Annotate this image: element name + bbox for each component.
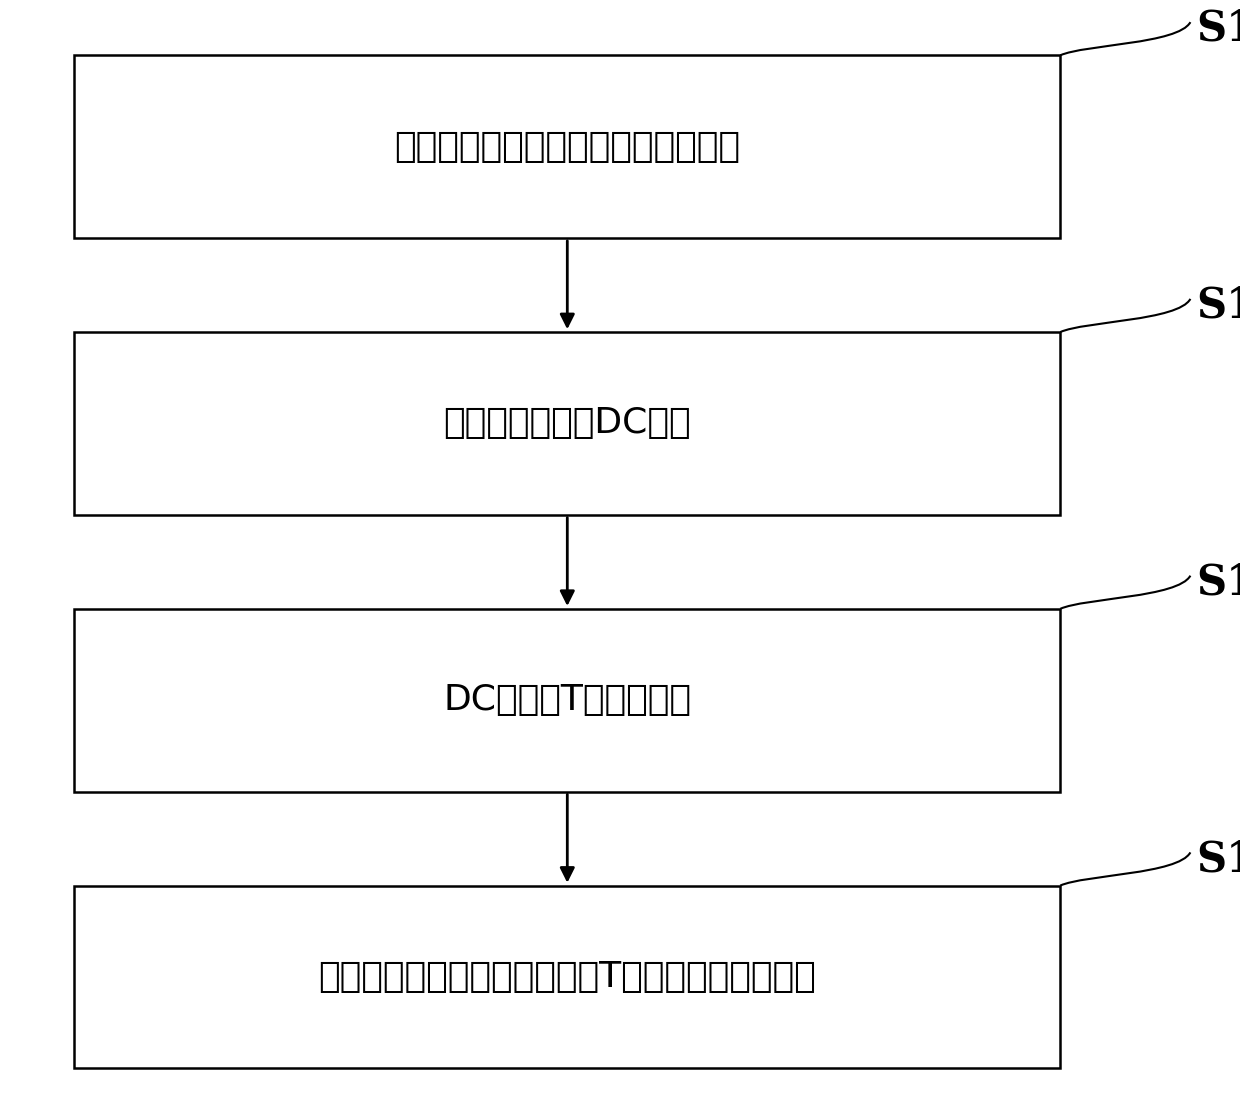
Text: 单核细胞诱导成DC细胞: 单核细胞诱导成DC细胞: [444, 406, 691, 441]
FancyBboxPatch shape: [74, 609, 1060, 792]
Text: S104: S104: [1197, 838, 1240, 880]
Text: 肺癌患者外周血分离后提取单核细胞: 肺癌患者外周血分离后提取单核细胞: [394, 130, 740, 164]
FancyBboxPatch shape: [74, 332, 1060, 515]
Text: 加多肽刺激三次后检测特异性T细胞分泌的细胞因子: 加多肽刺激三次后检测特异性T细胞分泌的细胞因子: [319, 960, 816, 994]
Text: S103: S103: [1197, 561, 1240, 603]
FancyBboxPatch shape: [74, 886, 1060, 1068]
Text: DC细胞与T细胞共培养: DC细胞与T细胞共培养: [444, 683, 692, 717]
Text: S101: S101: [1197, 8, 1240, 50]
FancyBboxPatch shape: [74, 55, 1060, 238]
Text: S102: S102: [1197, 284, 1240, 327]
